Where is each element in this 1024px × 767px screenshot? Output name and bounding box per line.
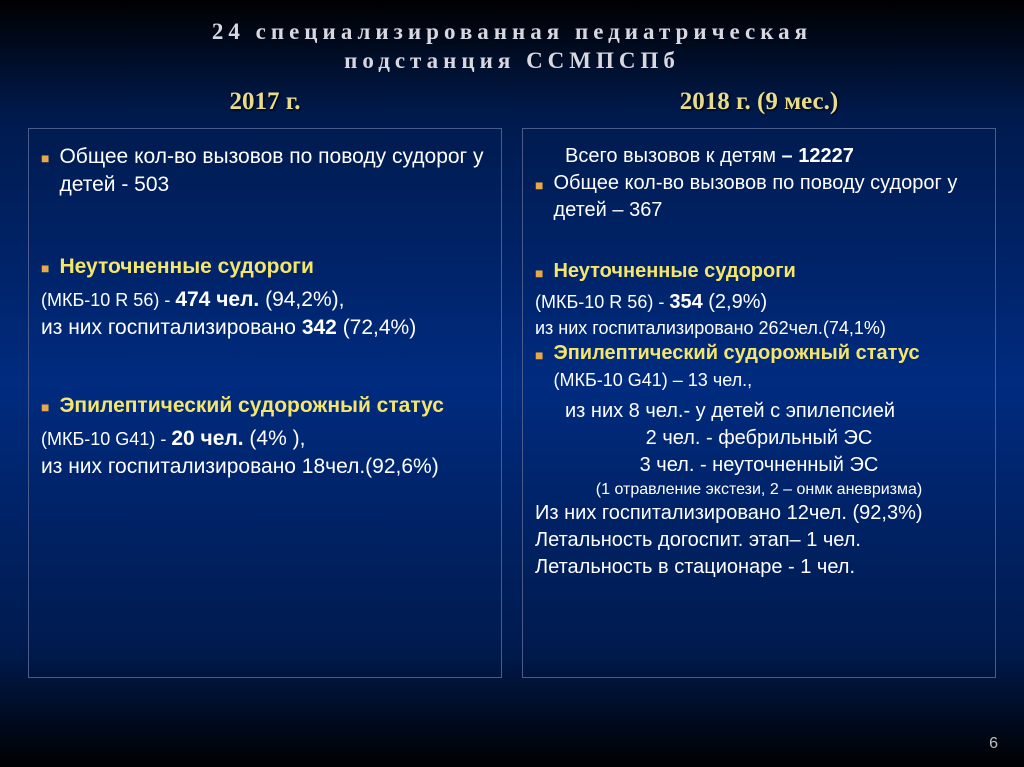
left-column: 2017 г. ■ Общее кол-во вызовов по поводу… — [18, 88, 512, 678]
right-b2-head: Неуточненные судороги — [553, 258, 795, 285]
left-content: ■ Общее кол-во вызовов по поводу судорог… — [28, 128, 502, 678]
title-line-2: подстанция ССМПСПб — [0, 47, 1024, 76]
left-b2-line2: из них госпитализировано 342 (72,4%) — [41, 314, 489, 342]
right-b3-tail: (МКБ-10 G41) – 13 чел., — [553, 370, 752, 390]
bullet-icon: ■ — [41, 149, 49, 200]
right-b1-text: Общее кол-во вызовов по поводу судорог у… — [553, 170, 983, 224]
right-content: Всего вызовов к детям – 12227 ■ Общее ко… — [522, 128, 996, 678]
left-item-2: ■ Неуточненные судороги — [41, 253, 489, 281]
right-b2-l1b: 354 — [669, 291, 702, 313]
right-item-3: ■ Эпилептический судорожный статус (МКБ-… — [535, 340, 983, 394]
left-b2-l1a: (МКБ-10 R 56) - — [41, 290, 175, 310]
bullet-icon: ■ — [41, 259, 49, 281]
left-b1-text: Общее кол-во вызовов по поводу судорог у… — [59, 143, 489, 200]
right-top-b: – 12227 — [782, 145, 854, 167]
right-item-2: ■ Неуточненные судороги — [535, 258, 983, 285]
bullet-icon: ■ — [535, 264, 543, 285]
right-b3-l2: Летальность догоспит. этап– 1 чел. — [535, 527, 983, 554]
right-b3-l1: Из них госпитализировано 12чел. (92,3%) — [535, 500, 983, 527]
left-b2-l2a: из них госпитализировано — [41, 316, 302, 339]
left-b2-head: Неуточненные судороги — [59, 253, 314, 281]
left-item-3: ■ Эпилептический судорожный статус — [41, 392, 489, 420]
left-b3-l1a: (МКБ-10 G41) - — [41, 429, 171, 449]
right-b2-l1c: (2,9%) — [703, 291, 767, 313]
right-b2-line1: (МКБ-10 R 56) - 354 (2,9%) — [535, 289, 983, 316]
left-b3-line2: из них госпитализировано 18чел.(92,6%) — [41, 453, 489, 481]
left-b3-line1: (МКБ-10 G41) - 20 чел. (4% ), — [41, 425, 489, 453]
columns: 2017 г. ■ Общее кол-во вызовов по поводу… — [0, 88, 1024, 678]
right-b3-s1: из них 8 чел.- у детей с эпилепсией — [535, 398, 983, 425]
right-column: 2018 г. (9 мес.) Всего вызовов к детям –… — [512, 88, 1006, 678]
right-b3-s3: 3 чел. - неуточненный ЭС — [535, 452, 983, 479]
left-b2-l2b: 342 — [302, 316, 337, 339]
title-line-1: 24 специализированная педиатрическая — [0, 18, 1024, 47]
slide-title: 24 специализированная педиатрическая под… — [0, 0, 1024, 76]
right-b3-note: (1 отравление экстези, 2 – онмк аневризм… — [535, 479, 983, 501]
bullet-icon: ■ — [535, 346, 543, 394]
right-b2-line2: из них госпитализировано 262чел.(74,1%) — [535, 316, 983, 340]
right-b3-l3: Летальность в стационаре - 1 чел. — [535, 554, 983, 581]
left-b3-l1b: 20 чел. — [171, 427, 243, 450]
right-b3-s2: 2 чел. - фебрильный ЭС — [535, 425, 983, 452]
left-b3-l1c: (4% ), — [244, 427, 306, 450]
year-2018: 2018 г. (9 мес.) — [522, 88, 996, 116]
page-number: 6 — [989, 735, 998, 753]
year-2017: 2017 г. — [28, 88, 502, 116]
right-top-a: Всего вызовов к детям — [565, 145, 782, 167]
left-item-1: ■ Общее кол-во вызовов по поводу судорог… — [41, 143, 489, 200]
left-b2-l1c: (94,2%), — [259, 288, 344, 311]
right-b3-wrap: Эпилептический судорожный статус (МКБ-10… — [553, 340, 983, 394]
left-b2-l2c: (72,4%) — [337, 316, 416, 339]
bullet-icon: ■ — [535, 176, 543, 224]
bullet-icon: ■ — [41, 398, 49, 420]
right-topline: Всего вызовов к детям – 12227 — [535, 143, 983, 170]
left-b2-line1: (МКБ-10 R 56) - 474 чел. (94,2%), — [41, 286, 489, 314]
right-b3-head: Эпилептический судорожный статус — [553, 342, 919, 364]
right-b2-l1a: (МКБ-10 R 56) - — [535, 292, 669, 312]
left-b2-l1b: 474 чел. — [175, 288, 259, 311]
right-item-1: ■ Общее кол-во вызовов по поводу судорог… — [535, 170, 983, 224]
left-b3-head: Эпилептический судорожный статус — [59, 392, 444, 420]
